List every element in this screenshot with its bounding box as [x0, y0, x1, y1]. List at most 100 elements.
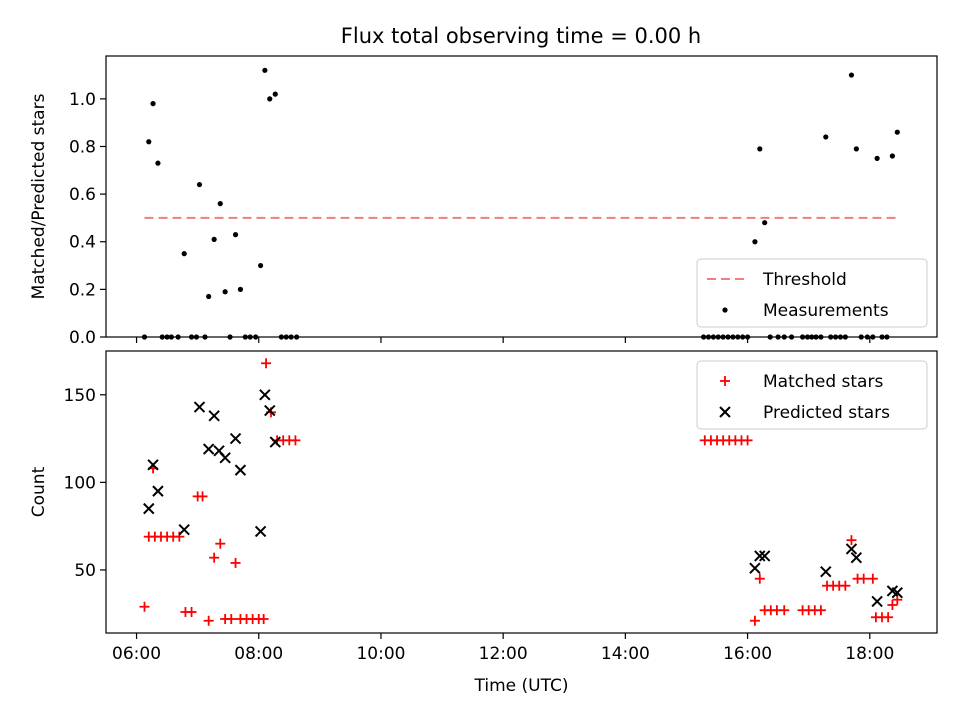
predicted-point — [749, 562, 761, 574]
measurement-point — [146, 139, 152, 145]
y-tick-label: 0.0 — [69, 328, 96, 348]
x-tick-label: 10:00 — [356, 644, 405, 664]
measurement-point — [294, 334, 300, 340]
measurement-point — [181, 251, 187, 257]
measurement-point — [889, 153, 895, 159]
predicted-point — [754, 550, 766, 562]
measurement-point — [253, 334, 259, 340]
measurement-point — [744, 334, 751, 340]
predicted-point — [178, 523, 190, 536]
measurement-point — [196, 181, 203, 188]
measurement-point — [283, 334, 289, 340]
predicted-point — [891, 587, 903, 599]
measurement-point — [217, 201, 223, 207]
matched-point — [197, 491, 208, 502]
measurement-point — [735, 334, 741, 340]
measurement-point — [799, 334, 806, 340]
y-tick-label: 100 — [64, 473, 96, 493]
predicted-point — [845, 543, 858, 555]
predicted-point — [234, 464, 247, 476]
measurement-point — [775, 334, 781, 340]
measurement-point — [879, 334, 885, 340]
measurement-point — [193, 334, 200, 340]
measurement-point — [767, 334, 773, 340]
measurement-point — [168, 334, 174, 340]
matched-point — [203, 615, 214, 626]
legend-measurement-swatch — [722, 307, 728, 313]
matched-point — [858, 573, 869, 584]
matched-point — [186, 606, 197, 617]
measurement-point — [211, 236, 217, 242]
matched-point — [887, 599, 898, 610]
measurement-point — [804, 334, 811, 340]
predicted-point — [820, 565, 832, 578]
measurement-point — [781, 334, 787, 340]
series-predicted-stars — [143, 389, 903, 608]
measurement-point — [164, 334, 170, 340]
matched-point — [815, 605, 826, 616]
measurement-point — [202, 334, 208, 340]
panel-top-ratio: 0.0 0.2 0.4 0.6 0.8 1.0 Matched/Predicted star… — [29, 55, 938, 348]
x-axis-label: Time (UTC) — [474, 676, 569, 696]
measurement-point — [232, 232, 239, 238]
y-tick-label: 0.8 — [69, 137, 96, 157]
y-axis-label: Matched/Predicted stars — [29, 93, 49, 299]
axes-frame — [105, 350, 938, 634]
measurement-point — [700, 334, 707, 340]
legend-box — [696, 258, 928, 328]
predicted-point — [219, 452, 231, 464]
measurement-point — [788, 334, 795, 340]
predicted-point — [143, 502, 155, 515]
measurement-point — [848, 72, 855, 78]
measurement-point — [725, 334, 731, 340]
matched-point — [139, 601, 150, 612]
measurement-point — [272, 91, 278, 97]
legend-matched-swatch — [720, 376, 730, 386]
predicted-point — [259, 389, 271, 401]
measurement-point — [288, 334, 294, 340]
measurement-point — [206, 293, 212, 300]
predicted-point — [264, 404, 276, 417]
measurement-point — [242, 334, 248, 340]
matched-point — [892, 594, 903, 605]
x-tick-label: 16:00 — [723, 644, 772, 664]
legend-predicted-swatch — [719, 406, 731, 418]
predicted-point — [850, 551, 863, 564]
predicted-point — [229, 432, 242, 445]
measurement-point — [720, 334, 726, 340]
measurement-point — [818, 334, 824, 340]
matched-point — [749, 615, 760, 626]
measurement-point — [842, 334, 848, 340]
measurement-point — [884, 334, 890, 340]
legend-label: Measurements — [763, 301, 889, 321]
measurement-point — [262, 67, 268, 73]
measurement-point — [828, 334, 834, 340]
measurement-point — [853, 146, 859, 152]
predicted-point — [193, 401, 206, 413]
measurement-point — [740, 334, 746, 340]
measurement-point — [752, 239, 758, 245]
predicted-point — [152, 485, 164, 497]
measurement-point — [222, 289, 228, 295]
measurement-point — [278, 334, 284, 340]
legend-label: Threshold — [762, 270, 847, 290]
legend-box — [696, 360, 928, 430]
y-axis-label: Count — [29, 466, 49, 517]
matched-point — [230, 557, 241, 568]
legend-label: Matched stars — [763, 372, 883, 392]
measurement-point — [874, 155, 880, 161]
measurement-point — [175, 334, 181, 340]
matched-point — [290, 435, 301, 446]
measurement-point — [237, 286, 244, 292]
measurement-point — [864, 334, 870, 340]
measurement-point — [757, 146, 763, 152]
x-tick-label: 08:00 — [234, 644, 283, 664]
y-tick-label: 1.0 — [69, 90, 96, 110]
matched-point — [754, 573, 765, 584]
measurement-point — [823, 134, 829, 140]
measurement-point — [832, 334, 839, 340]
measurement-point — [715, 334, 721, 340]
legend-label: Predicted stars — [763, 403, 890, 423]
x-tick-label: 12:00 — [479, 644, 528, 664]
